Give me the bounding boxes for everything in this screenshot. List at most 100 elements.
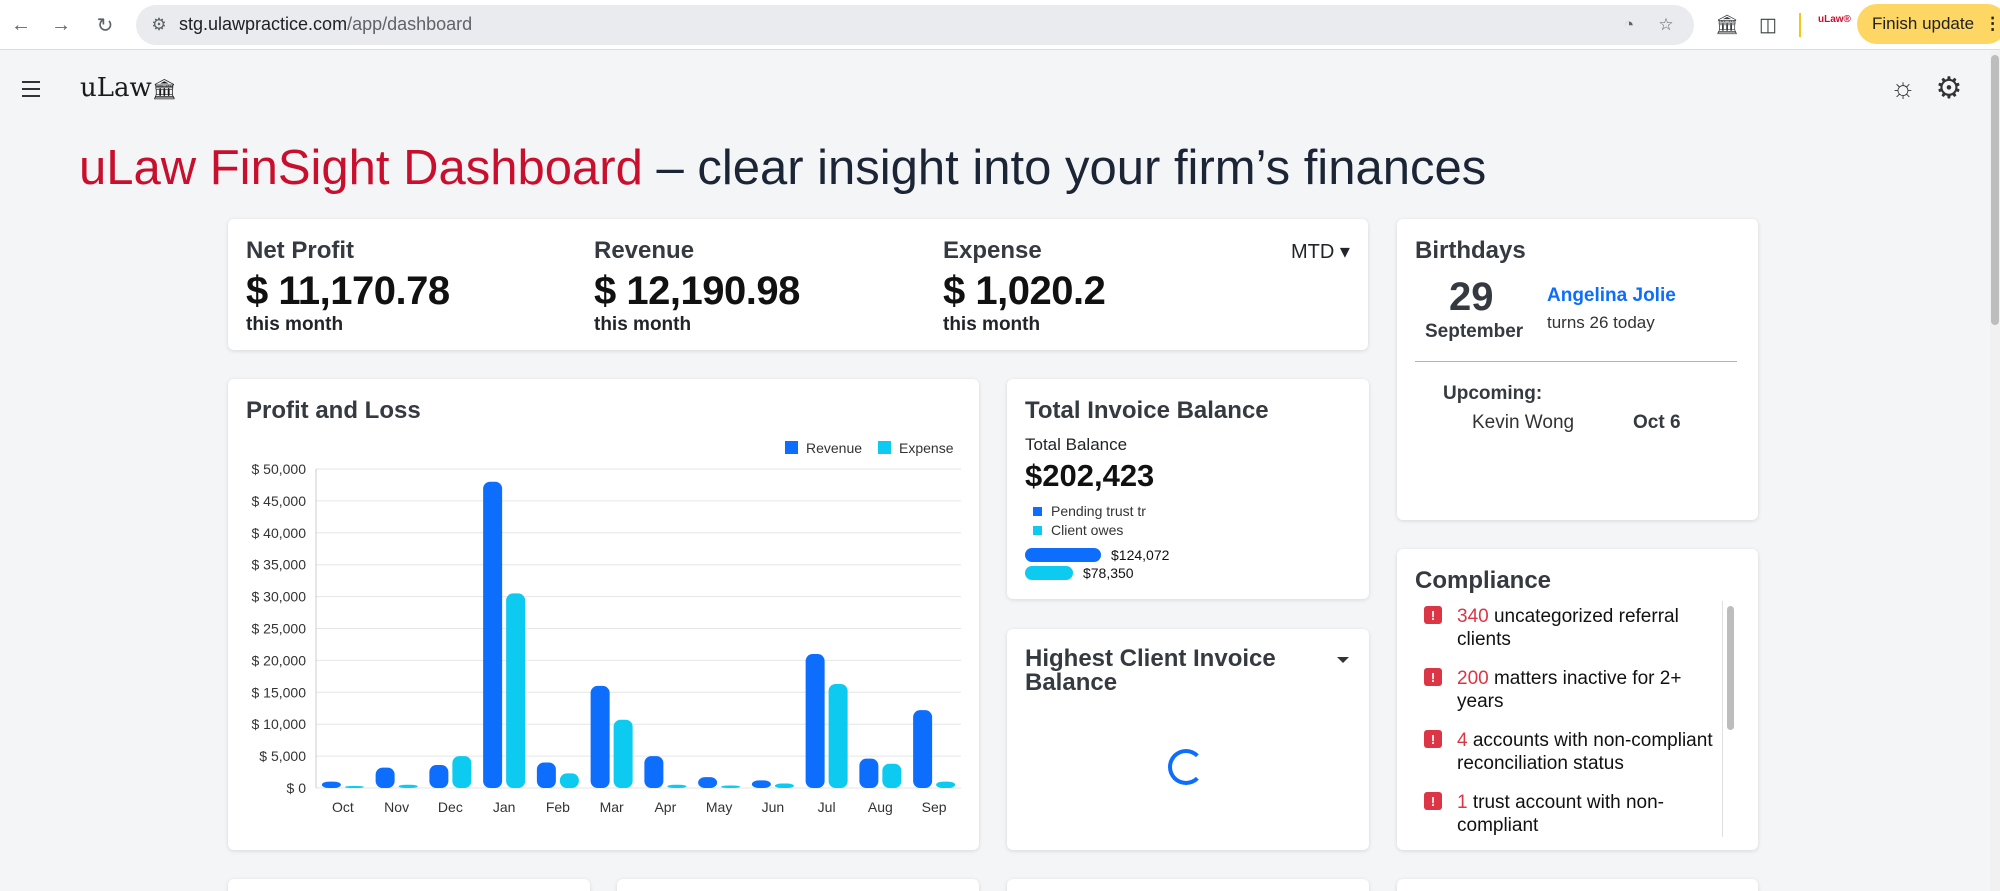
birthday-month: September bbox=[1425, 321, 1524, 342]
bottom-card-1 bbox=[228, 879, 590, 891]
bar-expense bbox=[559, 773, 579, 788]
x-tick-label: Jun bbox=[762, 799, 785, 815]
caret-down-icon: ▾ bbox=[1339, 241, 1350, 263]
upcoming-name: Kevin Wong bbox=[1472, 412, 1575, 433]
expense-metric: Expense $ 1,020.2 this month bbox=[943, 237, 1106, 336]
back-icon[interactable]: ← bbox=[11, 13, 31, 36]
extension-bank-icon[interactable]: 🏛 bbox=[1714, 15, 1740, 36]
birthday-age: turns 26 today bbox=[1547, 313, 1655, 332]
finish-update-label: Finish update bbox=[1872, 14, 1975, 33]
bar-revenue bbox=[751, 780, 771, 788]
reload-icon[interactable]: ↻ bbox=[96, 14, 114, 37]
bar-revenue bbox=[429, 765, 449, 788]
app-logo[interactable]: uLaw🏛 bbox=[80, 73, 177, 103]
page-title-brand: uLaw FinSight Dashboard bbox=[79, 141, 643, 195]
url-text[interactable]: stg.ulawpractice.com/app/dashboard bbox=[179, 14, 472, 35]
period-dropdown[interactable]: MTD ▾ bbox=[1291, 239, 1350, 264]
bar-expense bbox=[398, 784, 418, 788]
birthdays-title: Birthdays bbox=[1415, 237, 1526, 264]
bar-expense bbox=[774, 783, 794, 788]
invoice-bar-pending-label: $124,072 bbox=[1111, 547, 1170, 563]
alert-icon: ! bbox=[1424, 606, 1442, 624]
net-profit-value: $ 11,170.78 bbox=[246, 269, 450, 313]
menu-icon[interactable] bbox=[22, 81, 42, 101]
compliance-scrollbar[interactable] bbox=[1722, 601, 1736, 837]
birthdays-card: Birthdays 29 September Angelina Jolie tu… bbox=[1397, 219, 1758, 520]
extensions-puzzle-icon[interactable]: ◫ bbox=[1759, 14, 1777, 36]
site-info-icon[interactable]: ⚙ bbox=[151, 15, 167, 34]
bar-expense bbox=[828, 684, 848, 788]
x-tick-label: Jul bbox=[818, 799, 836, 815]
net-profit-metric: Net Profit $ 11,170.78 this month bbox=[246, 237, 450, 336]
legend-label-revenue: Revenue bbox=[806, 440, 862, 456]
courthouse-icon: 🏛 bbox=[151, 77, 178, 101]
legend-client-owes[interactable]: Client owes bbox=[1033, 522, 1123, 538]
compliance-text: matters inactive for 2+ years bbox=[1457, 668, 1682, 712]
y-tick-label: $ 20,000 bbox=[252, 652, 307, 668]
profit-loss-title: Profit and Loss bbox=[246, 397, 421, 424]
x-tick-label: Aug bbox=[868, 799, 893, 815]
invoice-balance-title: Total Invoice Balance bbox=[1025, 397, 1269, 424]
address-bar[interactable]: ⚙ stg.ulawpractice.com/app/dashboard ◔ ☆ bbox=[136, 5, 1694, 45]
logo-text: uLaw bbox=[80, 73, 152, 103]
compliance-count: 1 bbox=[1457, 792, 1468, 813]
legend-pending-label: Pending trust tr bbox=[1051, 503, 1146, 519]
bar-revenue bbox=[859, 758, 879, 788]
bar-expense bbox=[882, 763, 902, 788]
expense-label: Expense bbox=[943, 237, 1042, 264]
bar-expense bbox=[452, 756, 472, 788]
alert-icon: ! bbox=[1424, 668, 1442, 686]
compliance-text: accounts with non-compliant reconciliati… bbox=[1457, 730, 1713, 774]
invoice-bar-pending[interactable]: $124,072 bbox=[1025, 547, 1170, 563]
loading-spinner-icon bbox=[1168, 749, 1204, 785]
compliance-count: 4 bbox=[1457, 730, 1468, 751]
invoice-bar-client[interactable]: $78,350 bbox=[1025, 565, 1134, 581]
y-tick-label: $ 10,000 bbox=[252, 716, 307, 732]
compliance-item[interactable]: ! 4 accounts with non-compliant reconcili… bbox=[1415, 729, 1715, 775]
url-path: /app/dashboard bbox=[347, 14, 473, 34]
compliance-item[interactable]: ! 1 trust account with non-compliant bbox=[1415, 791, 1715, 837]
compliance-list: ! 340 uncategorized referral clients ! 200… bbox=[1415, 605, 1715, 837]
compliance-item[interactable]: ! 200 matters inactive for 2+ years bbox=[1415, 667, 1715, 713]
compliance-text: trust account with non-compliant bbox=[1457, 792, 1665, 836]
bar-revenue bbox=[644, 756, 664, 788]
profile-avatar[interactable]: uLaw® bbox=[1818, 14, 1851, 25]
legend-pending-trust[interactable]: Pending trust tr bbox=[1033, 503, 1146, 519]
compliance-item[interactable]: ! 340 uncategorized referral clients bbox=[1415, 605, 1715, 651]
performance-icon[interactable]: ◔ bbox=[1623, 15, 1635, 34]
theme-toggle-sun-icon[interactable]: ☼ bbox=[1890, 72, 1916, 103]
x-tick-label: Jan bbox=[493, 799, 516, 815]
bookmark-star-icon[interactable]: ☆ bbox=[1658, 15, 1674, 34]
y-tick-label: $ 50,000 bbox=[252, 461, 307, 477]
settings-gear-icon[interactable]: ⚙ bbox=[1935, 71, 1963, 105]
compliance-scrollbar-thumb[interactable] bbox=[1727, 606, 1734, 730]
legend-client-label: Client owes bbox=[1051, 522, 1124, 538]
page-scrollbar[interactable] bbox=[1990, 51, 2000, 891]
bar-revenue bbox=[483, 481, 503, 788]
legend-swatch-expense bbox=[878, 441, 891, 454]
bar-revenue bbox=[698, 777, 718, 788]
revenue-sub: this month bbox=[594, 314, 692, 335]
alert-icon: ! bbox=[1424, 792, 1442, 810]
birthday-person-link[interactable]: Angelina Jolie bbox=[1547, 285, 1676, 306]
compliance-count: 200 bbox=[1457, 668, 1489, 689]
finish-update-button[interactable]: Finish update ⋮ bbox=[1857, 4, 2000, 44]
caret-down-icon[interactable] bbox=[1335, 655, 1351, 665]
y-tick-label: $ 5,000 bbox=[259, 748, 306, 764]
bar-revenue bbox=[590, 685, 610, 788]
forward-icon[interactable]: → bbox=[51, 13, 71, 36]
divider bbox=[1415, 361, 1737, 362]
upcoming-label: Upcoming: bbox=[1443, 383, 1543, 404]
bar-expense bbox=[936, 781, 956, 788]
compliance-text: uncategorized referral clients bbox=[1457, 606, 1679, 650]
net-profit-label: Net Profit bbox=[246, 237, 354, 264]
invoice-total-value: $202,423 bbox=[1025, 458, 1155, 493]
bar-expense bbox=[506, 593, 526, 788]
net-profit-sub: this month bbox=[246, 314, 344, 335]
page-scrollbar-thumb[interactable] bbox=[1991, 55, 1999, 325]
y-tick-label: $ 40,000 bbox=[252, 525, 307, 541]
x-tick-label: May bbox=[706, 799, 732, 815]
compliance-count: 340 bbox=[1457, 606, 1489, 627]
more-menu-icon[interactable]: ⋮ bbox=[1984, 14, 2000, 33]
legend-label-expense: Expense bbox=[899, 440, 954, 456]
